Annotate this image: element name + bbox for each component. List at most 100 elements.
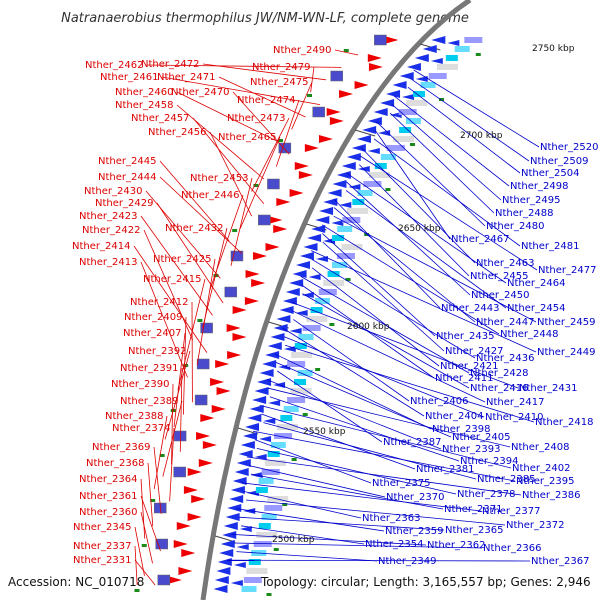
gene-label-nther-2490[interactable]: Nther_2490 (273, 45, 331, 56)
gene-label-nther-2407[interactable]: Nther_2407 (123, 328, 181, 339)
gene-label-nther-2463[interactable]: Nther_2463 (476, 258, 534, 269)
gene-label-nther-2345[interactable]: Nther_2345 (73, 522, 131, 533)
gene-label-nther-2411[interactable]: Nther_2411 (435, 373, 493, 384)
gene-label-nther-2409[interactable]: Nther_2409 (124, 312, 182, 323)
gene-label-nther-2449[interactable]: Nther_2449 (537, 347, 595, 358)
gene-label-nther-2464[interactable]: Nther_2464 (507, 278, 565, 289)
gene-label-nther-2362[interactable]: Nther_2362 (427, 540, 485, 551)
gene-label-nther-2422[interactable]: Nther_2422 (82, 225, 140, 236)
gene-label-nther-2377[interactable]: Nther_2377 (482, 506, 540, 517)
gene-label-nther-2371[interactable]: Nther_2371 (444, 504, 502, 515)
gene-label-nther-2421[interactable]: Nther_2421 (440, 361, 498, 372)
gene-label-nther-2498[interactable]: Nther_2498 (510, 181, 568, 192)
gene-label-nther-2359[interactable]: Nther_2359 (385, 526, 443, 537)
gene-label-nther-2477[interactable]: Nther_2477 (538, 265, 596, 276)
gene-label-nther-2454[interactable]: Nther_2454 (507, 303, 565, 314)
gene-label-nther-2366[interactable]: Nther_2366 (483, 543, 541, 554)
gene-label-nther-2428[interactable]: Nther_2428 (470, 368, 528, 379)
gene-label-nther-2430[interactable]: Nther_2430 (84, 186, 142, 197)
gene-label-nther-2467[interactable]: Nther_2467 (451, 234, 509, 245)
gene-label-nther-2471[interactable]: Nther_2471 (157, 72, 215, 83)
gene-label-nther-2456[interactable]: Nther_2456 (148, 127, 206, 138)
gene-label-nther-2393[interactable]: Nther_2393 (442, 444, 500, 455)
gene-label-nther-2509[interactable]: Nther_2509 (530, 156, 588, 167)
gene-label-nther-2448[interactable]: Nther_2448 (500, 329, 558, 340)
gene-label-nther-2473[interactable]: Nther_2473 (227, 113, 285, 124)
gene-label-nther-2443[interactable]: Nther_2443 (441, 303, 499, 314)
gene-label-nther-2415[interactable]: Nther_2415 (143, 274, 201, 285)
gene-label-nther-2416[interactable]: Nther_2416 (470, 383, 528, 394)
gene-label-nther-2472[interactable]: Nther_2472 (141, 59, 199, 70)
gene-label-nther-2365[interactable]: Nther_2365 (445, 525, 503, 536)
gene-label-nther-2460[interactable]: Nther_2460 (115, 87, 173, 98)
gene-label-nther-2446[interactable]: Nther_2446 (181, 190, 239, 201)
gene-label-nther-2388[interactable]: Nther_2388 (105, 411, 163, 422)
gene-label-nther-2465[interactable]: Nther_2465 (218, 132, 276, 143)
gene-label-nther-2431[interactable]: Nther_2431 (519, 383, 577, 394)
gene-label-nther-2455[interactable]: Nther_2455 (470, 271, 528, 282)
gene-label-nther-2458[interactable]: Nther_2458 (115, 100, 173, 111)
gene-label-nther-2402[interactable]: Nther_2402 (512, 463, 570, 474)
gene-label-nther-2445[interactable]: Nther_2445 (98, 156, 156, 167)
gene-label-nther-2389[interactable]: Nther_2389 (120, 396, 178, 407)
gene-label-nther-2479[interactable]: Nther_2479 (252, 62, 310, 73)
gene-label-nther-2504[interactable]: Nther_2504 (521, 168, 579, 179)
gene-label-nther-2391[interactable]: Nther_2391 (120, 363, 178, 374)
gene-label-nther-2480[interactable]: Nther_2480 (486, 221, 544, 232)
gene-label-nther-2423[interactable]: Nther_2423 (79, 211, 137, 222)
gene-label-nther-2354[interactable]: Nther_2354 (365, 539, 423, 550)
gene-label-nther-2435[interactable]: Nther_2435 (436, 331, 494, 342)
gene-label-nther-2418[interactable]: Nther_2418 (535, 417, 593, 428)
gene-label-nther-2488[interactable]: Nther_2488 (495, 208, 553, 219)
gene-label-nther-2495[interactable]: Nther_2495 (502, 195, 560, 206)
gene-label-nther-2392[interactable]: Nther_2392 (128, 346, 186, 357)
gene-label-nther-2369[interactable]: Nther_2369 (92, 442, 150, 453)
gene-label-nther-2387[interactable]: Nther_2387 (383, 437, 441, 448)
gene-label-nther-2429[interactable]: Nther_2429 (95, 198, 153, 209)
gene-label-nther-2398[interactable]: Nther_2398 (432, 424, 490, 435)
gene-label-nther-2432[interactable]: Nther_2432 (165, 223, 223, 234)
gene-label-nther-2453[interactable]: Nther_2453 (190, 173, 248, 184)
gene-label-nther-2405[interactable]: Nther_2405 (452, 432, 510, 443)
gene-label-nther-2368[interactable]: Nther_2368 (86, 458, 144, 469)
gene-label-nther-2414[interactable]: Nther_2414 (72, 241, 130, 252)
gene-label-nther-2406[interactable]: Nther_2406 (410, 396, 468, 407)
gene-label-nther-2372[interactable]: Nther_2372 (506, 520, 564, 531)
gene-label-nther-2390[interactable]: Nther_2390 (111, 379, 169, 390)
gene-label-nther-2470[interactable]: Nther_2470 (171, 87, 229, 98)
gene-label-nther-2370[interactable]: Nther_2370 (386, 492, 444, 503)
gene-label-nther-2367[interactable]: Nther_2367 (531, 556, 589, 567)
gene-label-nther-2425[interactable]: Nther_2425 (153, 254, 211, 265)
gene-label-nther-2337[interactable]: Nther_2337 (73, 541, 131, 552)
gene-label-nther-2450[interactable]: Nther_2450 (471, 290, 529, 301)
gene-label-nther-2520[interactable]: Nther_2520 (540, 142, 598, 153)
gene-label-nther-2360[interactable]: Nther_2360 (79, 507, 137, 518)
gene-label-nther-2412[interactable]: Nther_2412 (130, 297, 188, 308)
gene-label-nther-2447[interactable]: Nther_2447 (476, 317, 534, 328)
gene-label-nther-2404[interactable]: Nther_2404 (425, 411, 483, 422)
gene-label-nther-2374[interactable]: Nther_2374 (112, 423, 170, 434)
gene-label-nther-2394[interactable]: Nther_2394 (460, 456, 518, 467)
gene-label-nther-2475[interactable]: Nther_2475 (250, 77, 308, 88)
gene-label-nther-2410[interactable]: Nther_2410 (485, 412, 543, 423)
gene-label-nther-2381[interactable]: Nther_2381 (416, 464, 474, 475)
gene-label-nther-2395[interactable]: Nther_2395 (516, 476, 574, 487)
gene-label-nther-2417[interactable]: Nther_2417 (486, 397, 544, 408)
gene-label-nther-2375[interactable]: Nther_2375 (372, 478, 430, 489)
gene-label-nther-2364[interactable]: Nther_2364 (79, 474, 137, 485)
gene-label-nther-2481[interactable]: Nther_2481 (521, 241, 579, 252)
gene-label-nther-2457[interactable]: Nther_2457 (131, 113, 189, 124)
gene-label-nther-2385[interactable]: Nther_2385 (477, 474, 535, 485)
gene-label-nther-2378[interactable]: Nther_2378 (457, 489, 515, 500)
gene-label-nther-2363[interactable]: Nther_2363 (362, 513, 420, 524)
gene-label-nther-2331[interactable]: Nther_2331 (73, 555, 131, 566)
gene-label-nther-2386[interactable]: Nther_2386 (522, 490, 580, 501)
gene-label-nther-2361[interactable]: Nther_2361 (79, 491, 137, 502)
gene-label-nther-2408[interactable]: Nther_2408 (511, 442, 569, 453)
gene-label-nther-2462[interactable]: Nther_2462 (85, 60, 143, 71)
gene-label-nther-2459[interactable]: Nther_2459 (537, 317, 595, 328)
gene-label-nther-2436[interactable]: Nther_2436 (476, 353, 534, 364)
gene-label-nther-2474[interactable]: Nther_2474 (237, 95, 295, 106)
gene-label-nther-2444[interactable]: Nther_2444 (98, 172, 156, 183)
gene-label-nther-2349[interactable]: Nther_2349 (378, 556, 436, 567)
